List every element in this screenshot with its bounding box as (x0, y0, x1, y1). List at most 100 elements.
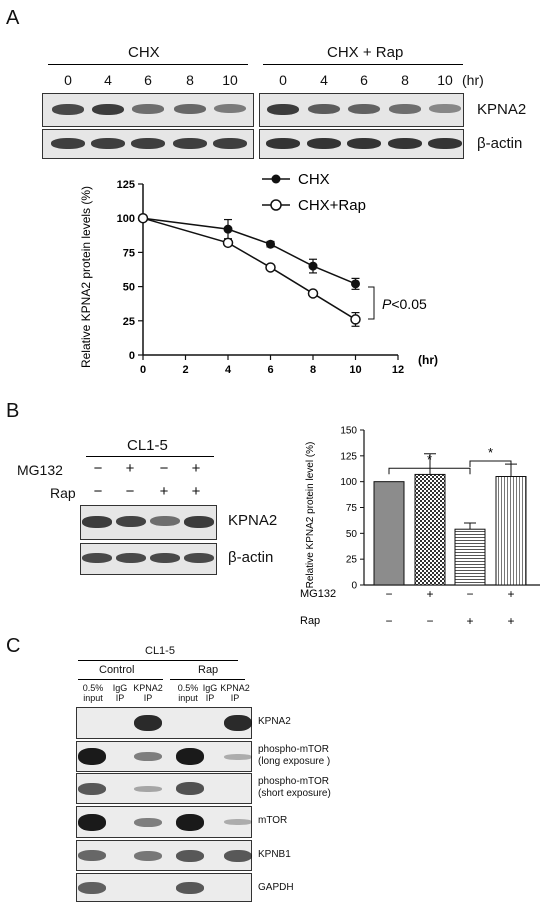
chart-b-mg132-sign: − (385, 587, 392, 601)
time-label: 4 (104, 72, 112, 88)
blot-band (224, 849, 252, 862)
chart-a-legend: CHX CHX+Rap (262, 171, 366, 214)
blot-band (52, 104, 84, 115)
blot-band (307, 138, 341, 149)
rap-underline (170, 679, 245, 680)
blot-band (78, 748, 106, 765)
blot-band (78, 881, 106, 894)
y-tick-label: 125 (340, 451, 357, 462)
sig-bracket (469, 460, 512, 467)
blot-band (51, 138, 85, 149)
blot-band (213, 138, 247, 149)
x-tick-label: 12 (392, 364, 404, 376)
blot-band (116, 516, 146, 528)
blot-band (176, 881, 204, 894)
row-label-c: mTOR (258, 815, 288, 826)
time-label: 10 (222, 72, 238, 88)
group-label-chx: CHX (128, 44, 160, 61)
blot-band (134, 752, 162, 761)
row-label-c: KPNA2 (258, 716, 291, 727)
sig-mark: * (427, 452, 432, 467)
blot-band (131, 138, 165, 149)
legend-marker-chx-rap (270, 199, 282, 211)
blot-band (132, 104, 164, 114)
group-underline-chx (48, 64, 248, 65)
blot-band (78, 850, 106, 861)
chart-a-ylabel: Relative KPNA2 protein levels (%) (79, 186, 93, 368)
blot-band (176, 782, 204, 795)
row-label-c: GAPDH (258, 882, 294, 893)
data-point (137, 212, 149, 224)
significance-bracket-a (368, 286, 375, 320)
chart-b-plot: 0 25 50 75 100 125 150 * * MG132 Rap − + − + − − + + (300, 426, 540, 628)
data-point (222, 237, 234, 249)
blot-band (134, 715, 162, 731)
lane-label: 0.5% input (82, 683, 104, 703)
blot-band (116, 553, 146, 563)
p-value-label: P<0.05 (382, 296, 427, 312)
blot-band (92, 104, 124, 116)
blot-band (266, 138, 300, 149)
legend-label-chx: CHX (298, 171, 330, 188)
blot-band (214, 104, 246, 114)
cell-line-underline-b (86, 456, 214, 457)
rap-sign: − (125, 483, 135, 500)
line-chart-a: Relative KPNA2 protein levels (%) 0 25 50 7… (79, 171, 438, 376)
lane-label: IgG IP (112, 683, 128, 703)
blot-band (267, 104, 299, 116)
group-label-rap-c: Rap (198, 664, 219, 676)
data-point (350, 314, 361, 325)
blot-band (176, 813, 204, 831)
chart-a-plot: 0 25 50 75 100 125 0 2 4 6 8 10 12 (117, 179, 404, 376)
blot-band (134, 817, 162, 827)
mg132-sign: − (159, 460, 169, 477)
y-tick-label: 50 (346, 529, 358, 540)
row-label-b-kpna2: KPNA2 (228, 512, 278, 529)
y-tick-label: 100 (340, 477, 357, 488)
lane-label: IgG IP (202, 683, 218, 703)
time-label: 0 (279, 72, 287, 88)
blot-c-row (76, 707, 252, 739)
row-label-actin: β-actin (477, 135, 523, 152)
blot-band (78, 813, 106, 831)
blot-band (78, 782, 106, 795)
x-tick-label: 2 (182, 364, 188, 376)
bar (414, 473, 446, 586)
sig-bracket (388, 467, 471, 475)
blot-band (429, 104, 461, 113)
blot-band (347, 138, 381, 149)
data-point (351, 279, 360, 289)
blot-band (176, 849, 204, 862)
row-label-kpna2: KPNA2 (477, 101, 527, 118)
x-tick-label: 6 (267, 364, 273, 376)
chart-b-mg132-sign: + (426, 587, 433, 601)
data-point (265, 262, 276, 273)
blot-band (173, 138, 207, 149)
rap-sign: − (93, 483, 103, 500)
x-tick-label: 4 (225, 364, 232, 376)
chart-b-rap-sign: − (385, 614, 392, 628)
blot-band (224, 715, 252, 731)
data-point (307, 288, 319, 299)
blot-band (388, 138, 422, 149)
y-tick-label: 25 (346, 555, 358, 566)
y-tick-label: 0 (129, 350, 135, 362)
lane-label: 0.5% input (177, 683, 199, 703)
x-tick-label: 10 (349, 364, 361, 376)
bar (373, 481, 405, 586)
blot-band (174, 104, 206, 114)
y-tick-label: 75 (123, 247, 135, 259)
y-tick-label: 0 (351, 581, 357, 592)
row-label-c: KPNB1 (258, 849, 291, 860)
group-label-control: Control (99, 664, 135, 676)
blot-band (176, 748, 204, 765)
chart-b-rap-label: Rap (300, 615, 320, 627)
blot-band (150, 553, 180, 563)
blot-band (428, 138, 462, 149)
legend-label-chx-rap: CHX+Rap (298, 197, 366, 214)
chart-b-mg132-sign: + (507, 587, 514, 601)
data-point (308, 261, 318, 271)
time-label: 8 (186, 72, 194, 88)
rap-label-b: Rap (50, 485, 76, 501)
time-label: 8 (401, 72, 409, 88)
